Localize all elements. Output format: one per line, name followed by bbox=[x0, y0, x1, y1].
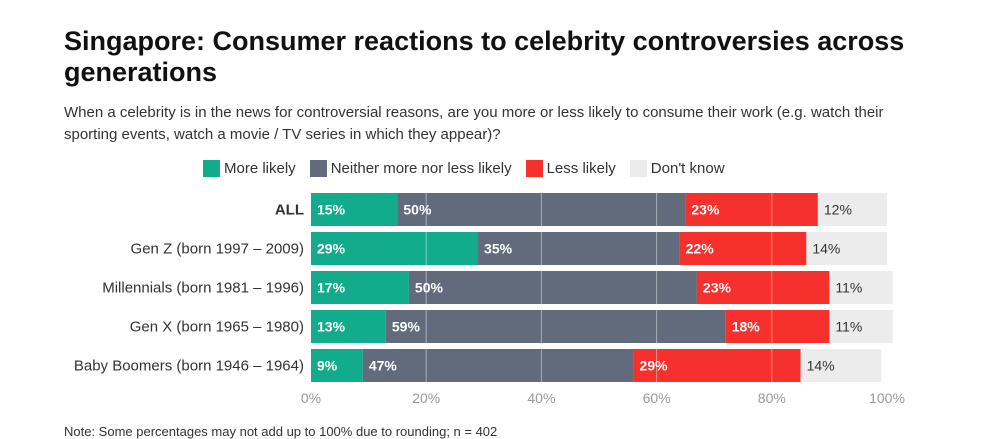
data-label-less-likely: 23% bbox=[703, 280, 732, 296]
data-label-less-likely: 29% bbox=[640, 358, 669, 374]
category-label: Gen Z (born 1997 – 2009) bbox=[131, 241, 304, 258]
bar-dont-know bbox=[817, 193, 887, 226]
bar-less-likely bbox=[633, 349, 801, 382]
legend-item-neither: Neither more nor less likely bbox=[309, 159, 512, 177]
x-tick-label: 100% bbox=[869, 390, 905, 406]
legend-item-more-likely: More likely bbox=[203, 159, 296, 177]
legend-label-neither: Neither more nor less likely bbox=[330, 159, 512, 177]
bar-less-likely bbox=[679, 232, 807, 265]
bar-less-likely bbox=[696, 271, 830, 304]
data-label-dont-know: 14% bbox=[812, 241, 840, 257]
bar-neither bbox=[397, 193, 686, 226]
data-label-dont-know: 11% bbox=[835, 319, 862, 335]
legend-item-dont-know: Don't know bbox=[629, 159, 725, 177]
chart-legend: More likely Neither more nor less likely… bbox=[203, 158, 739, 178]
bar-dont-know bbox=[829, 310, 893, 343]
legend-label-more-likely: More likely bbox=[224, 159, 296, 177]
chart-title: Singapore: Consumer reactions to celebri… bbox=[64, 26, 905, 87]
data-label-less-likely: 18% bbox=[732, 319, 761, 335]
data-label-more-likely: 15% bbox=[317, 202, 346, 218]
legend-swatch-less-likely bbox=[525, 159, 543, 177]
chart-note: Note: Some percentages may not add up to… bbox=[64, 424, 498, 439]
chart-subtitle: When a celebrity is in the news for cont… bbox=[64, 104, 884, 143]
data-label-neither: 59% bbox=[392, 319, 421, 335]
bar-more-likely bbox=[311, 232, 479, 265]
data-label-more-likely: 13% bbox=[317, 319, 346, 335]
legend-label-dont-know: Don't know bbox=[650, 159, 725, 177]
data-label-dont-know: 11% bbox=[835, 280, 862, 296]
bar-more-likely bbox=[311, 310, 386, 343]
data-label-more-likely: 29% bbox=[317, 241, 346, 257]
bar-more-likely bbox=[311, 349, 363, 382]
bar-neither bbox=[362, 349, 634, 382]
x-tick-label: 0% bbox=[301, 390, 321, 406]
bar-neither bbox=[385, 310, 726, 343]
bar-dont-know bbox=[800, 349, 882, 382]
bar-dont-know bbox=[829, 271, 893, 304]
bar-neither bbox=[478, 232, 680, 265]
stacked-bar-chart: ALL 15% 50% 23% 12% Gen Z (born 1997 – 2009) 2… bbox=[74, 193, 905, 406]
data-label-neither: 50% bbox=[415, 280, 444, 296]
data-label-more-likely: 9% bbox=[317, 358, 338, 374]
data-label-less-likely: 23% bbox=[691, 202, 720, 218]
data-label-dont-know: 14% bbox=[807, 358, 835, 374]
x-tick-label: 40% bbox=[527, 390, 555, 406]
bar-dont-know bbox=[806, 232, 887, 265]
data-label-neither: 35% bbox=[484, 241, 513, 257]
data-label-neither: 50% bbox=[403, 202, 432, 218]
data-label-dont-know: 12% bbox=[824, 202, 852, 218]
bar-more-likely bbox=[311, 271, 409, 304]
bar-neither bbox=[408, 271, 697, 304]
bar-less-likely bbox=[725, 310, 830, 343]
x-tick-label: 80% bbox=[758, 390, 786, 406]
legend-item-less-likely: Less likely bbox=[525, 159, 616, 177]
legend-label-less-likely: Less likely bbox=[546, 159, 616, 177]
legend-swatch-neither bbox=[309, 159, 327, 177]
bar-more-likely bbox=[311, 193, 398, 226]
data-label-more-likely: 17% bbox=[317, 280, 346, 296]
category-label: ALL bbox=[275, 202, 304, 219]
data-label-neither: 47% bbox=[369, 358, 398, 374]
category-label: Millennials (born 1981 – 1996) bbox=[102, 280, 304, 297]
x-tick-label: 60% bbox=[643, 390, 671, 406]
bar-less-likely bbox=[685, 193, 818, 226]
data-label-less-likely: 22% bbox=[686, 241, 715, 257]
x-tick-label: 20% bbox=[412, 390, 440, 406]
category-label: Baby Boomers (born 1946 – 1964) bbox=[74, 358, 304, 375]
category-label: Gen X (born 1965 – 1980) bbox=[130, 319, 304, 336]
legend-swatch-dont-know bbox=[629, 159, 647, 177]
legend-swatch-more-likely bbox=[203, 159, 220, 177]
